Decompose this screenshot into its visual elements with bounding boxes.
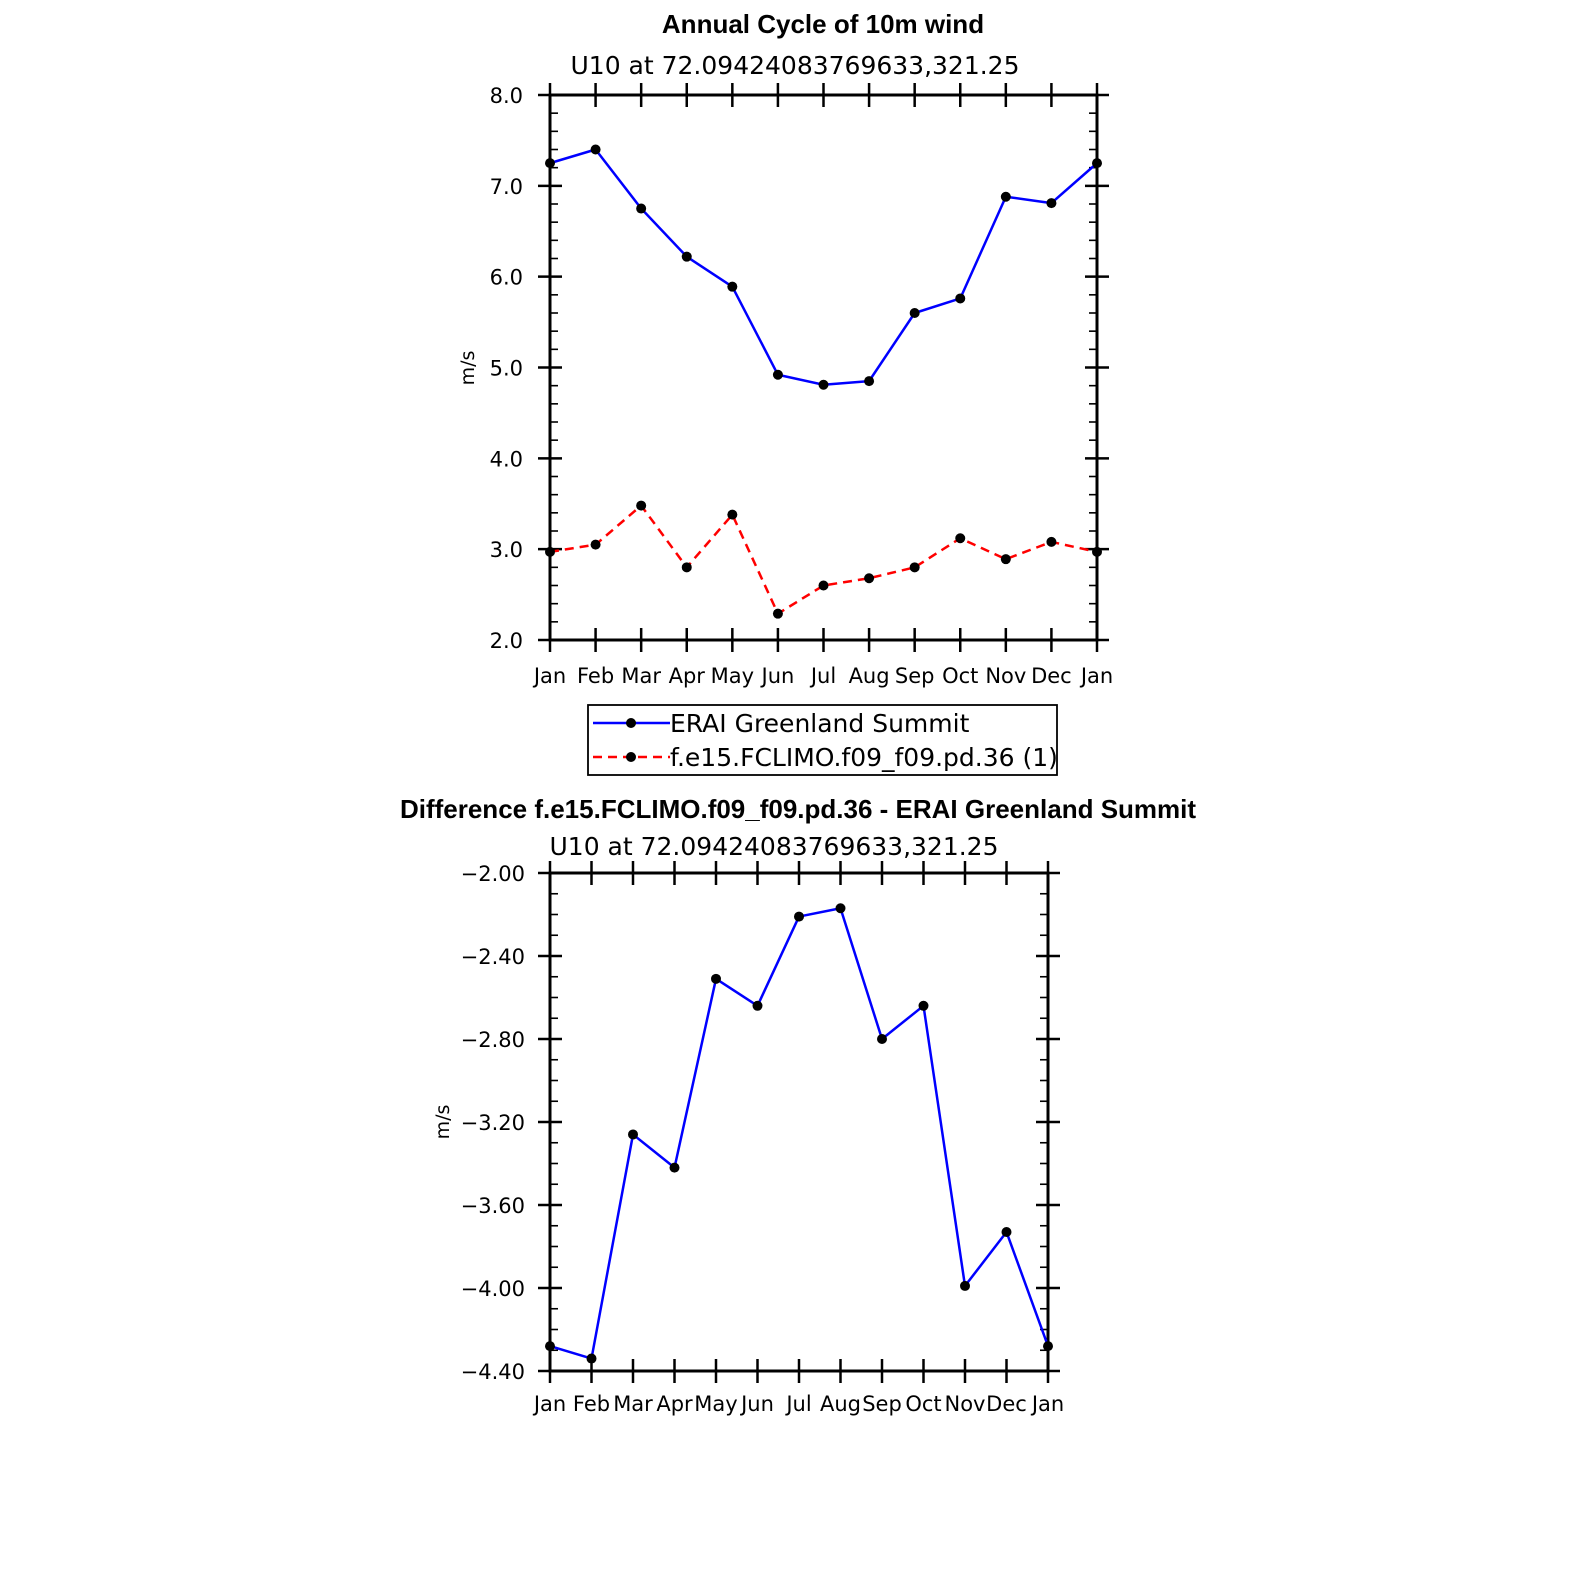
data-point xyxy=(681,251,692,262)
x-tick-label: Feb xyxy=(573,1392,610,1416)
x-tick-label: Jan xyxy=(1030,1392,1064,1416)
data-point xyxy=(1046,198,1057,209)
x-tick-label: Jun xyxy=(739,1392,774,1416)
data-point xyxy=(669,1162,680,1173)
x-tick-label: Dec xyxy=(1031,664,1072,688)
data-point xyxy=(864,376,875,387)
y-tick-label: −3.60 xyxy=(461,1194,525,1218)
data-point xyxy=(727,509,738,520)
x-tick-label: Aug xyxy=(849,664,890,688)
legend-marker-model xyxy=(626,752,636,762)
y-tick-label: −2.80 xyxy=(461,1028,525,1052)
data-point xyxy=(909,562,920,573)
y-tick-label: 2.0 xyxy=(490,629,523,653)
data-point xyxy=(1092,158,1102,169)
y-tick-label: −2.40 xyxy=(461,945,525,969)
data-point xyxy=(818,580,829,591)
data-point xyxy=(918,1000,929,1011)
x-tick-label: Sep xyxy=(895,664,935,688)
chart-subtitle: U10 at 72.09424083769633,321.25 xyxy=(571,51,1020,80)
y-tick-label: −4.00 xyxy=(461,1277,525,1301)
data-point xyxy=(590,144,601,155)
data-point xyxy=(955,293,966,304)
data-point xyxy=(1046,536,1057,547)
data-point xyxy=(960,1280,970,1291)
y-tick-label: −3.20 xyxy=(461,1111,525,1135)
x-tick-label: Mar xyxy=(621,664,661,688)
annual-cycle-chart: Annual Cycle of 10m wind U10 at 72.09424… xyxy=(457,9,1113,688)
data-point xyxy=(835,903,846,914)
chart-title: Difference f.e15.FCLIMO.f09_f09.pd.36 - … xyxy=(400,794,1196,824)
x-tick-label: Oct xyxy=(905,1392,941,1416)
x-tick-label: May xyxy=(711,664,754,688)
data-point xyxy=(727,281,738,292)
data-point xyxy=(772,608,783,619)
data-point xyxy=(818,379,829,390)
plot-area: Jan Feb Mar Apr May Jun Jul Aug Sep Oct Nov Dec Jan−… xyxy=(461,861,1064,1416)
data-point xyxy=(877,1034,887,1044)
data-point xyxy=(1001,1226,1012,1237)
x-tick-label: Jul xyxy=(809,664,836,688)
plot-area: Jan Feb Mar Apr May Jun Jul Aug Sep Oct Nov Dec Jan 2… xyxy=(490,83,1113,688)
x-tick-label: Dec xyxy=(986,1392,1027,1416)
data-point xyxy=(681,562,692,573)
data-point xyxy=(636,500,647,511)
data-point xyxy=(1000,554,1011,565)
x-tick-label: Mar xyxy=(613,1392,653,1416)
chart-subtitle: U10 at 72.09424083769633,321.25 xyxy=(550,832,999,861)
x-tick-label: Nov xyxy=(985,664,1026,688)
data-point xyxy=(1000,191,1011,202)
data-point xyxy=(628,1129,638,1140)
data-point xyxy=(545,158,555,169)
x-tick-label: Oct xyxy=(942,664,978,688)
legend-label-erai: ERAI Greenland Summit xyxy=(670,709,970,738)
x-tick-label: Feb xyxy=(577,664,614,688)
x-tick-label: May xyxy=(694,1392,737,1416)
x-tick-label: Jan xyxy=(532,664,566,688)
data-point xyxy=(586,1353,597,1364)
x-tick-label: Jan xyxy=(532,1392,566,1416)
legend-item-model: f.e15.FCLIMO.f09_f09.pd.36 (1) xyxy=(593,743,1058,772)
x-tick-label: Aug xyxy=(820,1392,861,1416)
x-tick-label: Apr xyxy=(656,1392,693,1416)
data-point xyxy=(909,308,920,318)
data-point xyxy=(772,369,783,380)
data-point xyxy=(864,573,875,584)
x-tick-label: Jan xyxy=(1079,664,1113,688)
data-point xyxy=(752,1000,763,1011)
chart-title: Annual Cycle of 10m wind xyxy=(662,9,984,39)
legend-label-model: f.e15.FCLIMO.f09_f09.pd.36 (1) xyxy=(670,743,1058,772)
y-tick-label: 4.0 xyxy=(490,447,523,471)
data-point xyxy=(1092,546,1102,557)
y-tick-label: 3.0 xyxy=(490,538,523,562)
y-tick-label: 8.0 xyxy=(490,84,523,108)
x-tick-label: Jul xyxy=(784,1392,811,1416)
data-point xyxy=(711,973,721,984)
legend-marker-erai xyxy=(626,718,636,728)
y-tick-label: 5.0 xyxy=(490,357,523,381)
y-tick-label: 6.0 xyxy=(490,266,523,290)
y-tick-label: 7.0 xyxy=(490,175,523,199)
legend-box xyxy=(587,704,1058,776)
y-axis-label: m/s xyxy=(432,1105,454,1140)
y-axis-label: m/s xyxy=(457,351,479,386)
difference-chart: Difference f.e15.FCLIMO.f09_f09.pd.36 - … xyxy=(400,794,1196,1416)
data-point xyxy=(1043,1341,1053,1352)
x-tick-label: Jun xyxy=(760,664,795,688)
legend-item-erai: ERAI Greenland Summit xyxy=(593,709,970,738)
legend: ERAI Greenland Summit f.e15.FCLIMO.f09_f… xyxy=(587,704,1058,776)
x-tick-label: Sep xyxy=(862,1392,902,1416)
data-point xyxy=(636,203,647,214)
data-point xyxy=(590,539,601,550)
y-tick-label: −4.40 xyxy=(461,1360,525,1384)
data-point xyxy=(545,546,555,557)
data-point xyxy=(794,911,804,922)
y-tick-label: −2.00 xyxy=(461,862,525,886)
x-tick-label: Apr xyxy=(669,664,706,688)
data-point xyxy=(545,1341,555,1352)
data-point xyxy=(955,533,966,544)
x-tick-label: Nov xyxy=(945,1392,986,1416)
